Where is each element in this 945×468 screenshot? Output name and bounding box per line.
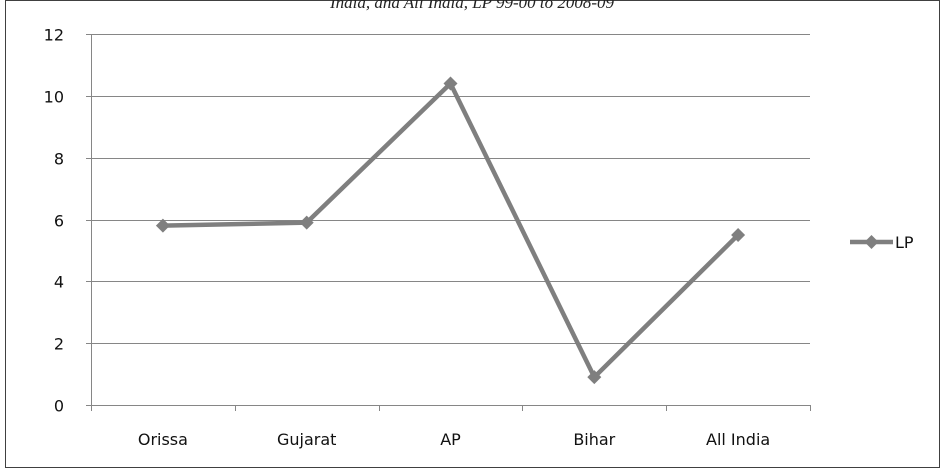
x-tick-label: Gujarat: [277, 430, 336, 449]
data-point-marker: [299, 215, 314, 230]
chart-title-clipped: India, and All India, LP 99-00 to 2008-0…: [329, 0, 615, 12]
y-tick-label: 10: [44, 88, 64, 107]
y-tick-label: 0: [54, 397, 64, 416]
y-tick-label: 6: [54, 212, 64, 231]
data-point-marker: [155, 218, 170, 233]
legend-label: LP: [895, 233, 914, 252]
x-tick-label: Orissa: [138, 430, 188, 449]
data-point-marker: [443, 76, 458, 91]
data-point-marker: [731, 227, 746, 242]
data-point-marker: [587, 370, 602, 385]
axes: 0 2 4 6 8 10 12 Orissa Gujarat AP Bihar All India: [44, 26, 811, 449]
y-tick-label: 12: [44, 26, 64, 45]
x-tick-label: Bihar: [573, 430, 615, 449]
x-tick-label: All India: [706, 430, 770, 449]
series-lp: [155, 76, 746, 385]
chart-border: [5, 0, 940, 468]
x-tick-label: AP: [440, 430, 461, 449]
y-tick-label: 4: [54, 273, 64, 292]
gridlines: [91, 34, 810, 344]
legend: LP: [850, 233, 914, 252]
legend-marker: [864, 235, 879, 249]
y-tick-label: 2: [54, 335, 64, 354]
y-tick-label: 8: [54, 150, 64, 169]
